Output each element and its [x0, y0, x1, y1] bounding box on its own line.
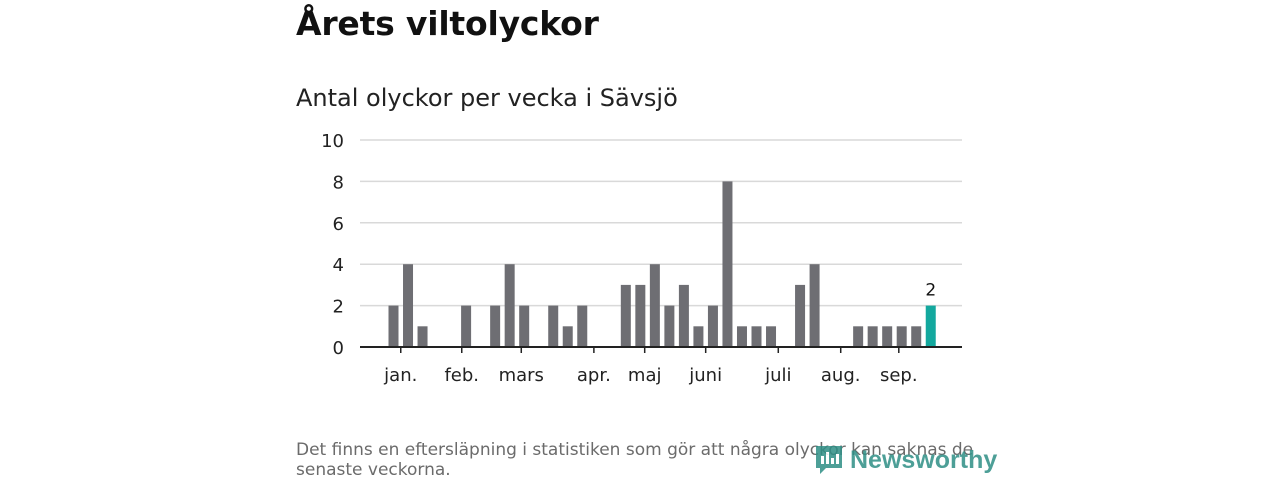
bar — [707, 305, 718, 347]
bar — [635, 284, 646, 347]
brand-name: Newsworthy — [850, 445, 998, 474]
y-tick-label: 10 — [321, 131, 344, 152]
x-tick-label: juli — [764, 365, 791, 386]
bar — [896, 326, 907, 347]
bar — [403, 264, 414, 347]
bar — [490, 305, 501, 347]
bar — [562, 326, 573, 347]
y-tick-label: 4 — [333, 255, 344, 276]
bar — [751, 326, 762, 347]
bar — [809, 264, 820, 347]
bar — [736, 326, 747, 347]
y-tick-label: 8 — [333, 172, 344, 193]
labels: 0 2 4 6 8 10 jan. feb. mars apr. maj juni juli aug. se… — [321, 131, 936, 386]
bar — [519, 305, 530, 347]
bar — [795, 284, 806, 347]
bar-highlight — [925, 305, 936, 347]
grid-lines — [360, 139, 962, 307]
x-tick-label: maj — [628, 365, 662, 386]
bar — [911, 326, 922, 347]
bar — [620, 284, 631, 347]
y-tick-label: 0 — [333, 338, 344, 359]
bar — [678, 284, 689, 347]
bars — [388, 181, 936, 347]
axes — [360, 346, 962, 353]
bar — [548, 305, 559, 347]
chart-title: Antal olyckor per vecka i Sävsjö — [296, 84, 678, 112]
bar — [853, 326, 864, 347]
page-title: Årets viltolyckor — [296, 4, 599, 43]
bar — [664, 305, 675, 347]
bar — [649, 264, 660, 347]
bar — [417, 326, 428, 347]
x-tick-label: sep. — [880, 365, 918, 386]
y-tick-label: 2 — [333, 297, 344, 318]
bar — [577, 305, 588, 347]
x-tick-label: juni — [688, 365, 722, 386]
x-tick-label: feb. — [444, 365, 479, 386]
y-tick-label: 6 — [333, 214, 344, 235]
bar — [882, 326, 893, 347]
bar — [867, 326, 878, 347]
x-tick-label: mars — [499, 365, 544, 386]
bar — [693, 326, 704, 347]
bar — [461, 305, 472, 347]
x-tick-label: jan. — [383, 365, 417, 386]
x-tick-label: apr. — [577, 365, 611, 386]
bar — [504, 264, 515, 347]
newsworthy-logo-icon — [816, 446, 842, 474]
bar — [766, 326, 777, 347]
highlight-data-label: 2 — [925, 281, 936, 301]
bar — [388, 305, 399, 347]
footnote: Det finns en eftersläpning i statistiken… — [296, 440, 974, 480]
bar — [722, 181, 733, 347]
x-tick-label: aug. — [821, 365, 861, 386]
brand-logo: Newsworthy — [814, 444, 997, 476]
